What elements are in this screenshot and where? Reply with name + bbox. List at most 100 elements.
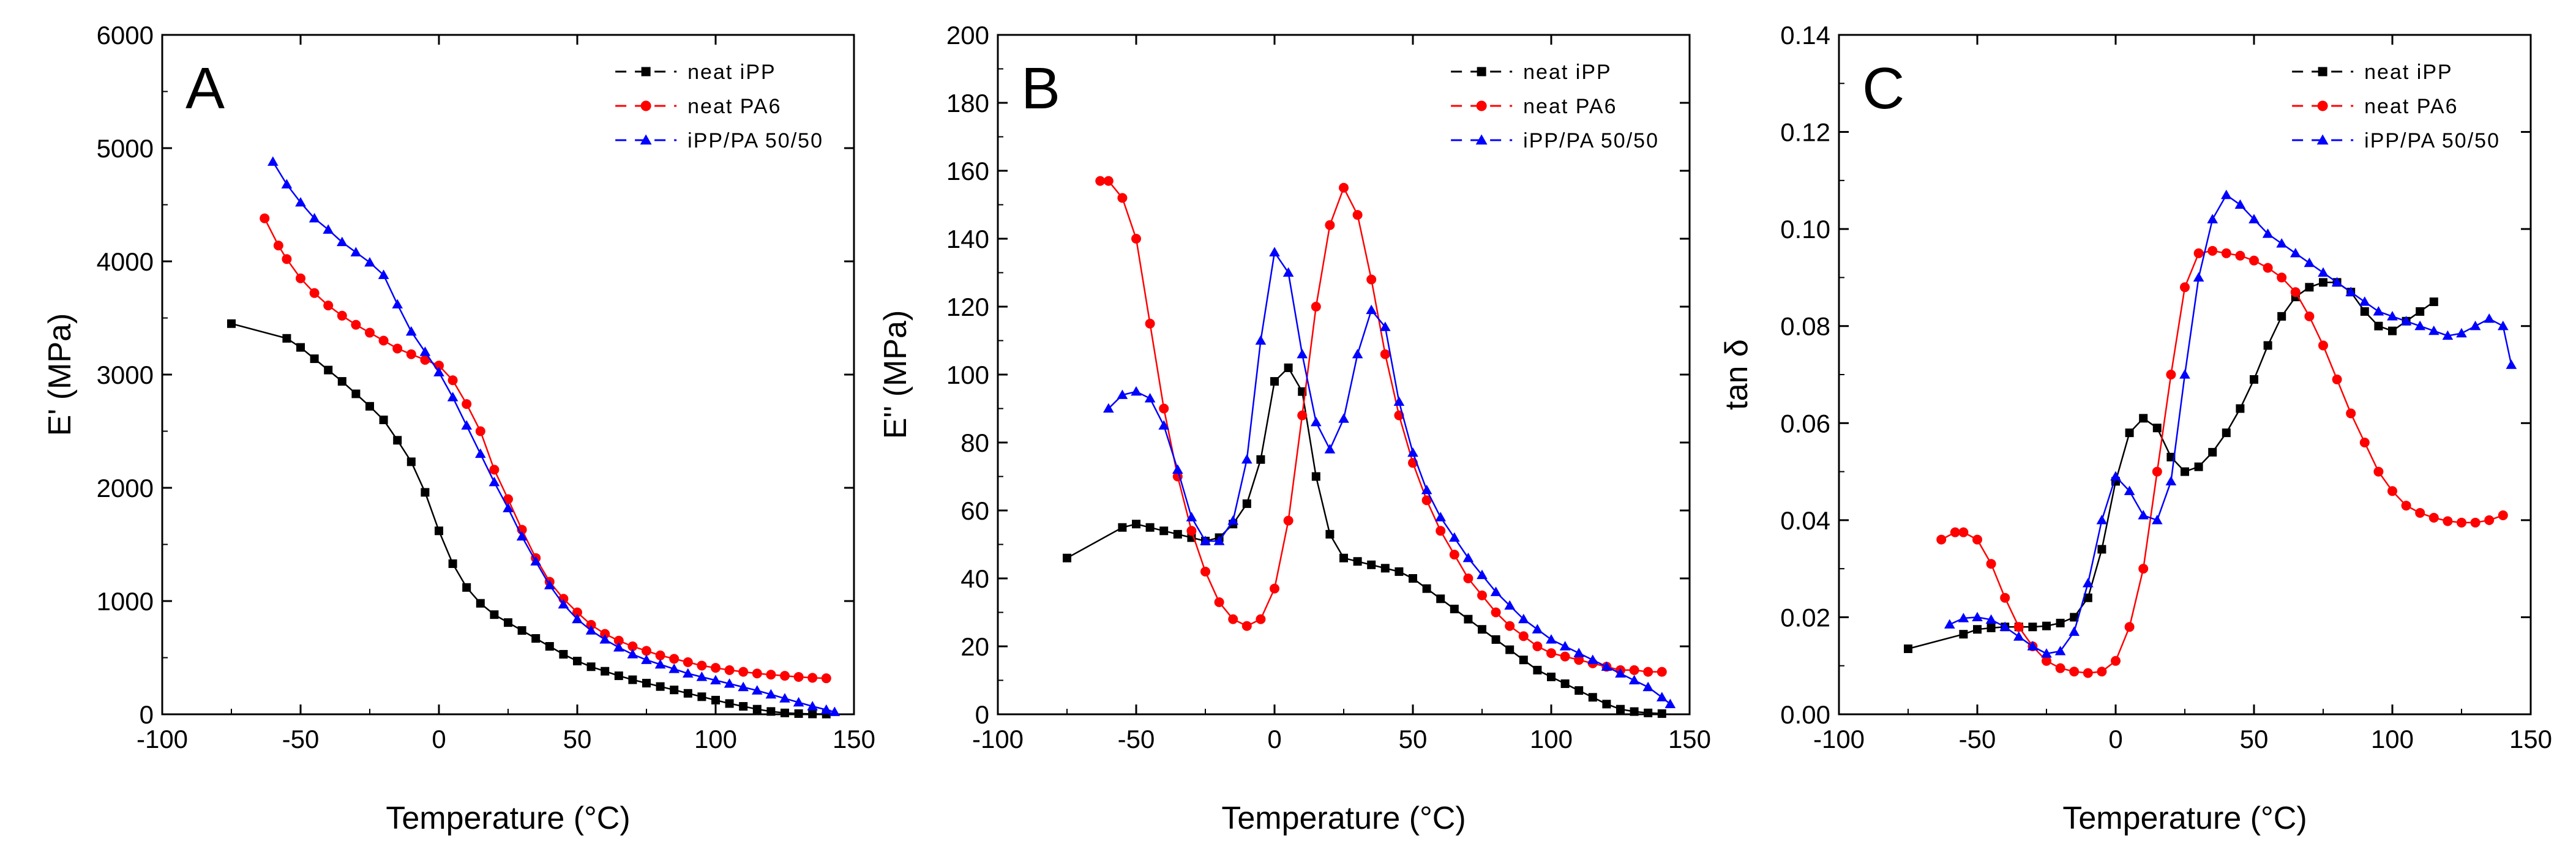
data-point [1657, 667, 1667, 677]
data-point [1615, 668, 1626, 678]
data-point [2345, 286, 2357, 296]
data-point [559, 649, 568, 659]
y-tick-label: 0.14 [1780, 21, 1830, 50]
legend-label: neat PA6 [687, 95, 781, 118]
data-point [573, 657, 582, 666]
data-point [2054, 646, 2066, 656]
data-point [1436, 594, 1445, 604]
data-point [1393, 396, 1405, 406]
data-point [364, 257, 375, 267]
data-point [1270, 583, 1279, 594]
data-point [2456, 327, 2467, 338]
data-point [1095, 176, 1106, 186]
data-point [682, 668, 694, 678]
data-point [1118, 523, 1127, 532]
data-point [613, 635, 624, 646]
data-point [545, 642, 554, 651]
x-tick-label: -50 [1959, 725, 1996, 753]
y-tick-label: 100 [946, 361, 989, 389]
data-point [2443, 516, 2453, 526]
data-point [2151, 515, 2163, 525]
series-line [272, 161, 835, 713]
x-tick-label: 100 [1530, 725, 1573, 753]
legend-marker [1477, 67, 1486, 77]
data-point [2277, 312, 2286, 321]
data-point [296, 343, 305, 352]
data-point [1283, 515, 1294, 526]
data-point [2207, 214, 2218, 223]
data-point [2414, 320, 2426, 331]
data-point [2457, 517, 2466, 528]
series-neat-pa6 [1936, 245, 2508, 678]
data-point [1103, 403, 1114, 413]
data-point [530, 556, 542, 566]
data-point [1214, 597, 1224, 607]
data-point [2124, 622, 2135, 632]
data-point [310, 354, 319, 364]
x-tick-label: -50 [1118, 725, 1155, 753]
data-point [1435, 512, 1447, 521]
y-tick-label: 60 [960, 496, 989, 525]
data-point [405, 326, 417, 336]
series-line [231, 323, 826, 715]
data-point [1464, 615, 1473, 624]
y-tick-label: 0.08 [1780, 312, 1830, 341]
data-point [668, 663, 680, 673]
data-point [433, 367, 444, 376]
data-point [1421, 484, 1432, 495]
data-point [2469, 320, 2481, 331]
data-point [1532, 624, 1543, 633]
data-point [2484, 515, 2495, 525]
data-point [1409, 574, 1417, 583]
data-point [2139, 414, 2148, 423]
series-line [1066, 366, 1662, 715]
data-point [504, 618, 512, 627]
data-point [1519, 656, 1528, 665]
data-point [1504, 600, 1516, 610]
data-point [572, 607, 582, 618]
data-point [378, 335, 389, 346]
data-point [1450, 604, 1459, 613]
data-point [1131, 234, 1141, 244]
data-point [378, 269, 389, 279]
data-point [627, 641, 638, 651]
data-point [642, 646, 651, 656]
data-point [350, 247, 362, 256]
panel-letter: A [185, 56, 225, 121]
data-point [1186, 512, 1197, 521]
data-point [601, 667, 610, 676]
legend-label: iPP/PA 50/50 [1523, 129, 1659, 152]
data-point [281, 179, 293, 189]
y-tick-label: 180 [946, 89, 989, 118]
data-point [379, 416, 388, 424]
data-point [2236, 404, 2245, 413]
data-point [586, 619, 596, 630]
data-point [1602, 700, 1611, 709]
data-point [365, 327, 375, 338]
data-point [260, 213, 270, 223]
data-point [474, 448, 486, 458]
data-point [1256, 455, 1265, 464]
data-point [2373, 466, 2384, 477]
legend: neat iPP neat PA6 iPP/PA 50/50 [615, 61, 822, 152]
data-point [1973, 625, 1982, 634]
data-point [1339, 182, 1349, 193]
data-point [2070, 613, 2079, 622]
legend-marker [1475, 134, 1488, 145]
data-point [2401, 501, 2411, 511]
data-point [2262, 228, 2274, 238]
data-point [2428, 325, 2439, 335]
data-point [323, 301, 334, 311]
x-tick-label: 50 [2240, 725, 2269, 753]
data-point [1144, 393, 1156, 403]
data-point [2263, 263, 2273, 273]
data-point [1131, 386, 1142, 396]
data-point [1380, 564, 1390, 573]
data-point [1546, 634, 1557, 644]
data-point [1353, 557, 1362, 566]
data-point [296, 273, 305, 283]
y-tick-label: 140 [946, 225, 989, 253]
data-point [1478, 625, 1486, 634]
data-point [1421, 495, 1432, 506]
data-point [670, 686, 679, 695]
